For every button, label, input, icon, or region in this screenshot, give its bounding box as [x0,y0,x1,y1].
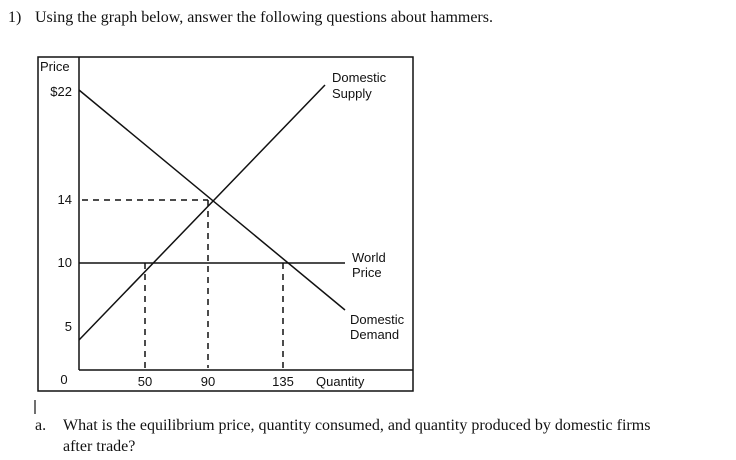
demand-label: Demand [350,327,399,342]
x-tick-label: 50 [138,374,152,389]
y-tick-label: 14 [58,192,72,207]
origin-label: 0 [60,372,67,387]
y-tick-label: $22 [50,84,72,99]
dashed-guides [82,199,284,368]
subquestion-letter: a. [35,417,46,434]
question-number: 1) [8,9,21,26]
supply-label: Domestic [332,70,387,85]
figure-frame [37,56,414,392]
subquestion-text: after trade? [63,438,135,455]
supply-label: Supply [332,86,372,101]
demand-line [78,89,346,311]
x-tick-label: 90 [201,374,215,389]
y-tick-label: 10 [58,255,72,270]
x-axis-label: Quantity [316,374,365,389]
subquestion-text: What is the equilibrium price, quantity … [63,417,650,434]
world-price-label: World [352,250,386,265]
demand-label: Domestic [350,312,405,327]
y-tick-label: 5 [65,319,72,334]
supply-line [78,84,326,341]
world-price-label: Price [352,265,382,280]
question-text: Using the graph below, answer the follow… [35,9,493,26]
x-tick-label: 135 [272,374,294,389]
y-axis-label: Price [40,59,70,74]
